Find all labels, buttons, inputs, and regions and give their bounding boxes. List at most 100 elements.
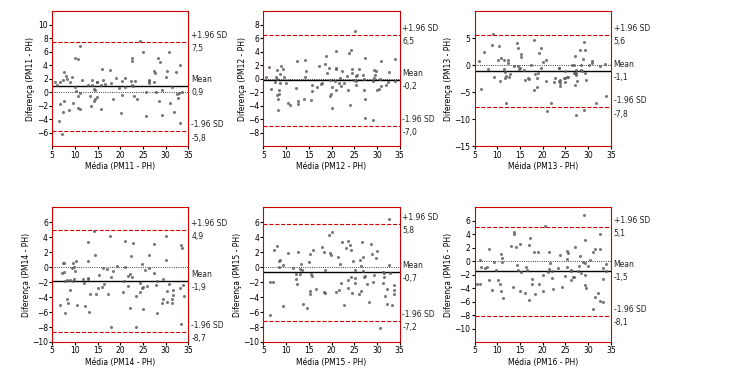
Point xyxy=(324,250,336,256)
Point xyxy=(336,239,348,245)
Point xyxy=(531,75,543,81)
Point xyxy=(523,76,535,82)
Point xyxy=(359,273,371,279)
Point xyxy=(382,79,394,85)
Point xyxy=(115,78,127,84)
Point xyxy=(92,285,104,291)
Point xyxy=(358,96,370,102)
Point xyxy=(107,268,118,274)
Point xyxy=(88,98,100,104)
Point xyxy=(572,268,584,274)
Point xyxy=(371,249,383,255)
Point xyxy=(77,276,89,282)
Point xyxy=(501,73,513,79)
Point xyxy=(118,74,130,81)
Point xyxy=(495,281,507,287)
Point xyxy=(304,291,316,297)
Point xyxy=(482,66,494,72)
Point xyxy=(597,264,609,271)
Point xyxy=(587,249,599,255)
Point xyxy=(501,60,513,66)
Point xyxy=(543,266,555,272)
Point xyxy=(89,96,101,102)
Point xyxy=(57,269,69,275)
Point xyxy=(300,68,312,74)
Text: -1.96 SD: -1.96 SD xyxy=(191,120,224,130)
Point xyxy=(568,82,580,88)
Point xyxy=(349,73,361,79)
X-axis label: Média (PM14 - PH): Média (PM14 - PH) xyxy=(85,358,156,367)
Point xyxy=(96,284,108,290)
X-axis label: Média (PM16 - PH): Média (PM16 - PH) xyxy=(507,358,578,367)
Point xyxy=(600,268,612,274)
Point xyxy=(154,59,166,65)
Point xyxy=(318,249,330,255)
Point xyxy=(535,65,547,71)
Point xyxy=(72,302,83,308)
Point xyxy=(495,251,507,257)
Point xyxy=(337,301,349,307)
Y-axis label: Diferença (PM16 - PH): Diferença (PM16 - PH) xyxy=(444,233,453,317)
Point xyxy=(103,291,115,297)
Point xyxy=(511,40,523,46)
Point xyxy=(579,260,591,266)
Point xyxy=(565,268,577,274)
Point xyxy=(324,77,336,83)
Point xyxy=(508,231,520,237)
Text: +1.96 SD: +1.96 SD xyxy=(614,24,650,33)
Point xyxy=(127,240,139,246)
Point xyxy=(83,309,95,315)
Point xyxy=(72,56,84,62)
Point xyxy=(474,58,486,64)
Point xyxy=(486,287,498,293)
Point xyxy=(481,263,493,269)
Point xyxy=(568,70,580,76)
Point xyxy=(148,241,159,247)
Point xyxy=(88,228,100,234)
Point xyxy=(364,299,375,305)
Point xyxy=(325,252,337,258)
Point xyxy=(82,275,94,281)
Point xyxy=(261,74,273,80)
Point xyxy=(298,96,310,102)
Point xyxy=(597,299,609,305)
Point xyxy=(527,37,539,43)
Point xyxy=(562,256,574,262)
Point xyxy=(516,54,527,60)
Point xyxy=(163,281,175,287)
Point xyxy=(561,74,573,80)
Point xyxy=(375,325,387,331)
Point xyxy=(337,79,349,86)
Point xyxy=(292,101,304,107)
Point xyxy=(88,86,100,92)
Point xyxy=(528,249,540,255)
Point xyxy=(344,242,356,249)
Point xyxy=(566,62,578,68)
Text: -7,2: -7,2 xyxy=(402,323,417,332)
Point xyxy=(68,264,80,271)
Point xyxy=(349,280,361,286)
Point xyxy=(483,246,495,252)
Point xyxy=(375,82,387,89)
Point xyxy=(513,267,524,273)
Text: -1.96 SD: -1.96 SD xyxy=(191,321,224,330)
Point xyxy=(137,284,149,290)
Point xyxy=(290,276,302,282)
Y-axis label: Diferença (PM14 - PH): Diferença (PM14 - PH) xyxy=(22,233,31,317)
Point xyxy=(329,78,340,84)
Point xyxy=(157,296,169,302)
Point xyxy=(160,257,172,263)
Point xyxy=(381,286,393,292)
Point xyxy=(282,250,294,256)
Point xyxy=(561,249,573,255)
Point xyxy=(134,38,146,44)
Point xyxy=(273,258,285,264)
Point xyxy=(489,74,501,81)
Point xyxy=(559,74,571,81)
Point xyxy=(508,229,520,235)
Point xyxy=(569,70,581,76)
Point xyxy=(143,77,155,83)
Point xyxy=(346,258,358,264)
Point xyxy=(570,70,582,76)
Point xyxy=(168,109,180,115)
